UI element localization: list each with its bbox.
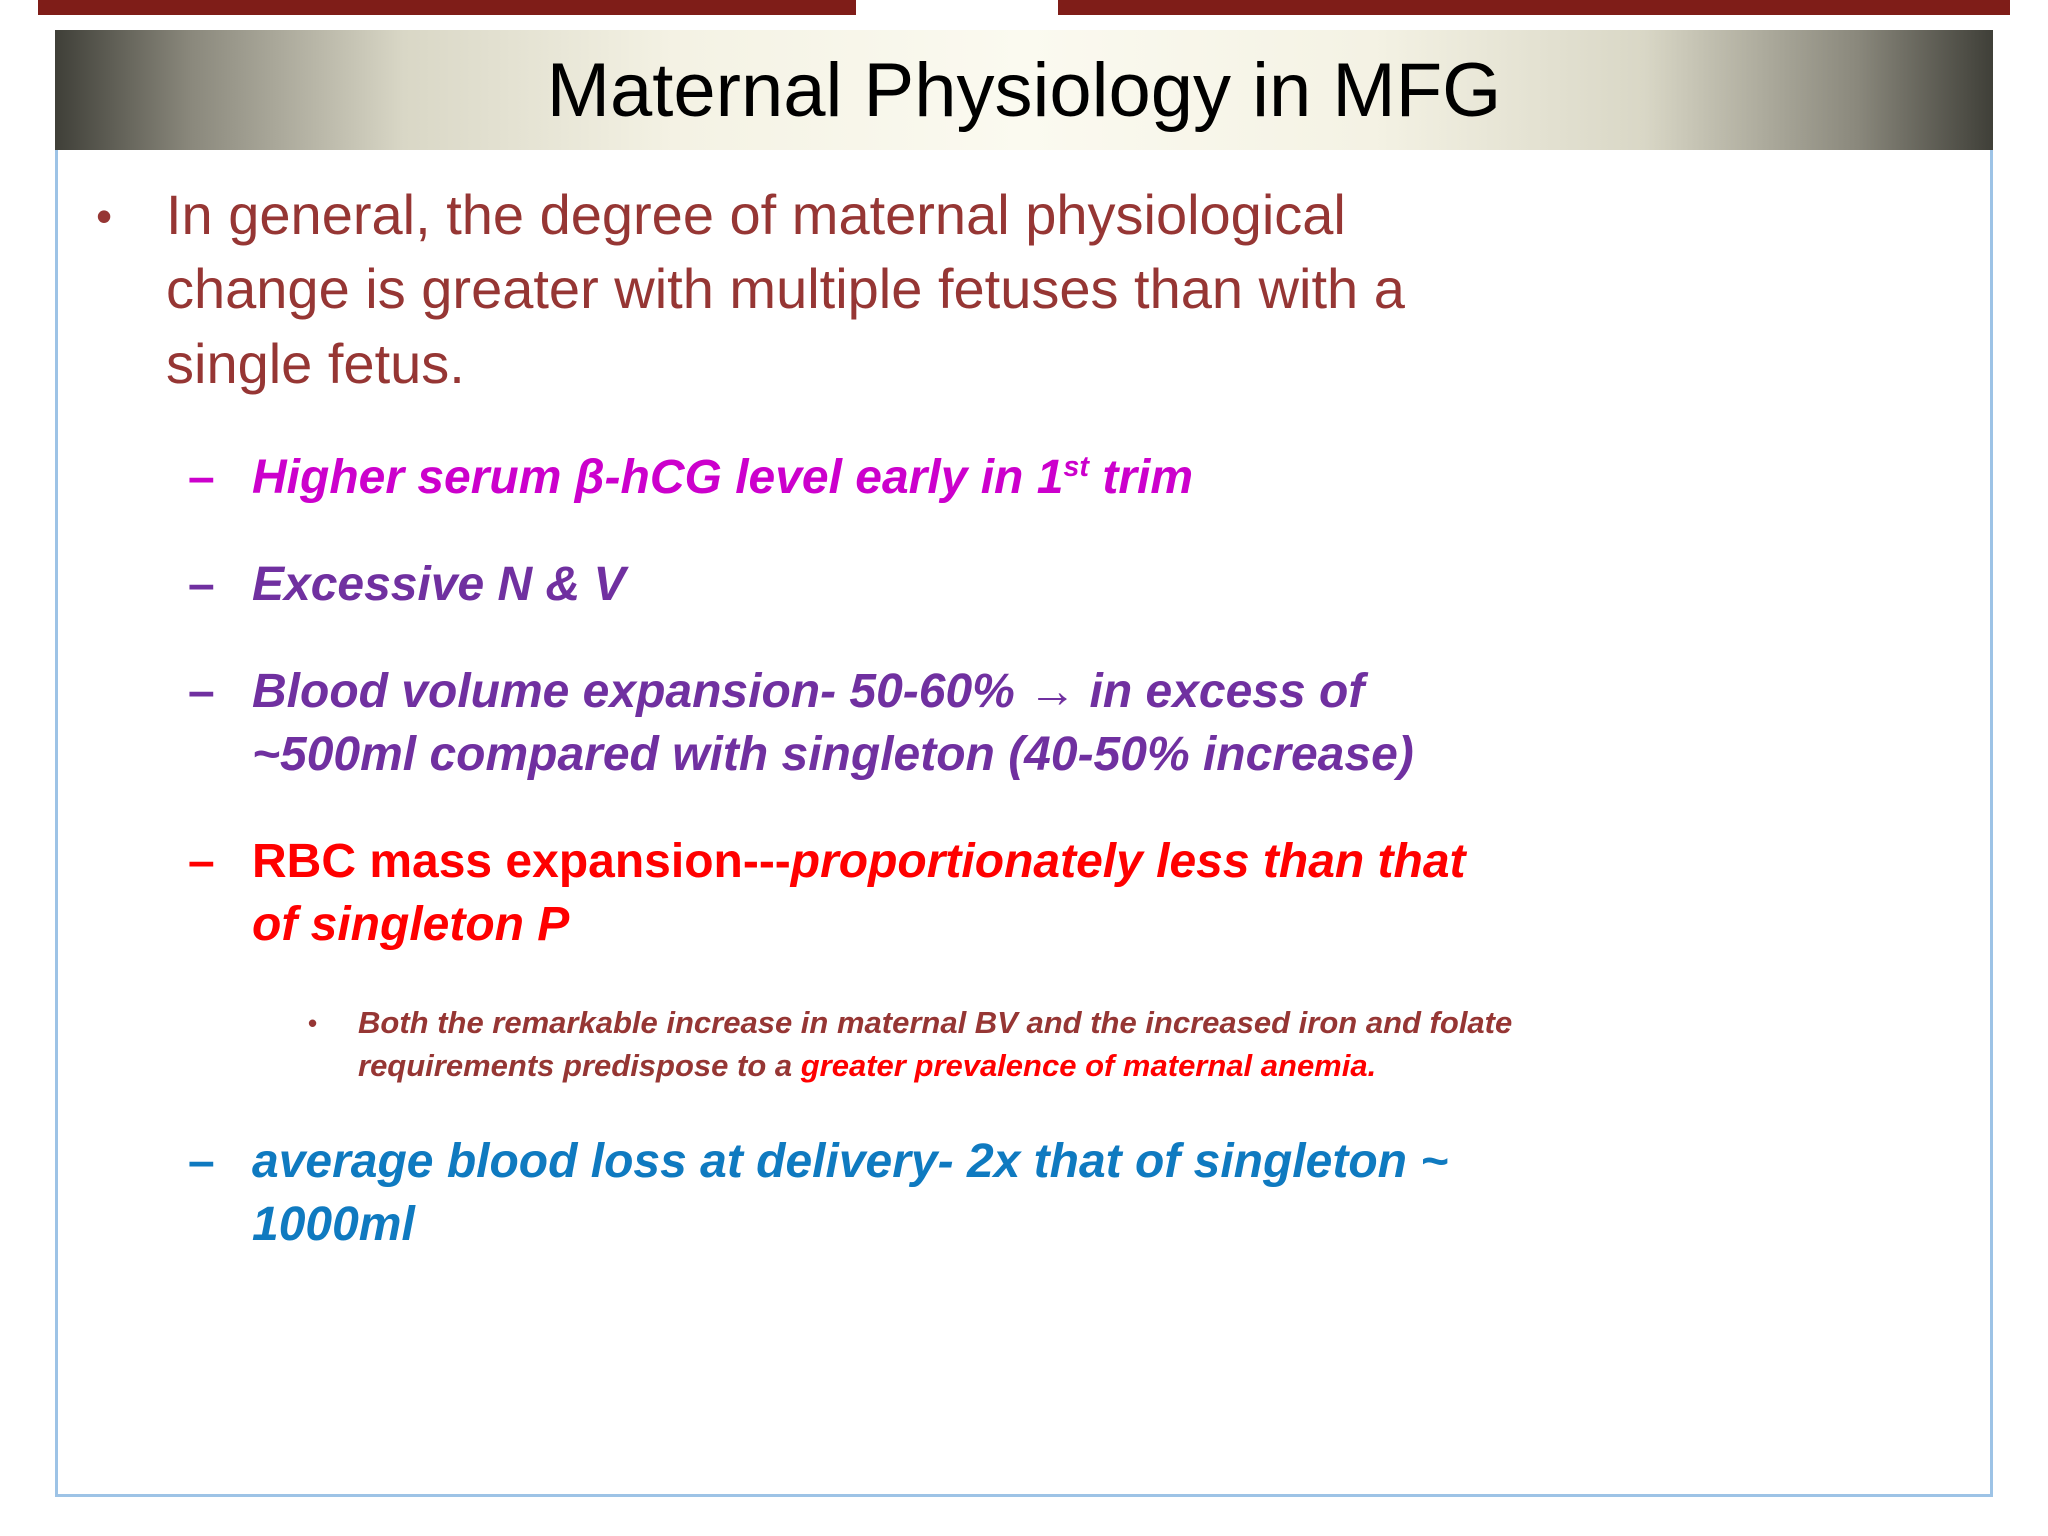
sub-sub-bullet-anemia: • Both the remarkable increase in matern… [96,1001,1960,1088]
hcg-superscript: st [1063,451,1090,484]
sub-bullet-rbc: – RBC mass expansion---proportionately l… [96,831,1960,957]
anemia-text: Both the remarkable increase in maternal… [358,1001,1512,1088]
slide-title-banner: Maternal Physiology in MFG [55,30,1993,150]
slide-title: Maternal Physiology in MFG [546,47,1502,133]
bullet-main: • In general, the degree of maternal phy… [96,178,1960,401]
rbc-text-dashes: --- [742,834,791,888]
sub-bullet-nausea-text: Excessive N & V [252,558,626,612]
slide-body: • In general, the degree of maternal phy… [55,150,1993,1497]
sub-bullet-blood-loss: – average blood loss at delivery- 2x tha… [96,1131,1960,1257]
sub-bullet-rbc-text: RBC mass expansion---proportionately les… [252,831,1466,957]
bullet-main-text: In general, the degree of maternal physi… [166,183,1405,395]
sub-bullet-blood-volume-text: Blood volume expansion- 50-60% → in exce… [252,661,1414,787]
anemia-text-highlight: greater prevalence of maternal anemia. [800,1048,1377,1084]
top-red-strip-right [1058,0,2010,15]
dash-marker: – [188,665,215,719]
sub-bullet-hcg-text: Higher serum β-hCG level early in 1st tr… [252,447,1193,510]
dash-marker: – [188,451,215,505]
hcg-text-pre: Higher serum β-hCG level early in 1 [252,451,1064,505]
right-arrow-icon: → [1028,665,1077,719]
anemia-text-normal: Both the remarkable increase in maternal… [358,1004,1513,1084]
rbc-text-italic: proportionately less than that of single… [252,834,1466,951]
rbc-text-bold: RBC mass expansion [252,834,743,888]
top-red-strip-left [38,0,856,15]
hcg-text-post: trim [1089,451,1194,505]
small-bullet-marker: • [308,1007,318,1038]
blood-volume-text-pre: Blood volume expansion- 50-60% [252,665,1029,719]
sub-bullet-nausea: – Excessive N & V [96,554,1960,617]
dash-marker: – [188,834,215,888]
sub-bullet-blood-volume: – Blood volume expansion- 50-60% → in ex… [96,661,1960,787]
blood-volume-text-post: in excess of ~500ml compared with single… [252,665,1414,782]
dash-marker: – [188,1135,215,1189]
sub-bullet-hcg: – Higher serum β-hCG level early in 1st … [96,447,1960,510]
slide: Maternal Physiology in MFG • In general,… [55,30,1993,1497]
bullet-marker: • [96,190,113,242]
dash-marker: – [188,558,215,612]
sub-bullet-blood-loss-text: average blood loss at delivery- 2x that … [252,1135,1449,1252]
